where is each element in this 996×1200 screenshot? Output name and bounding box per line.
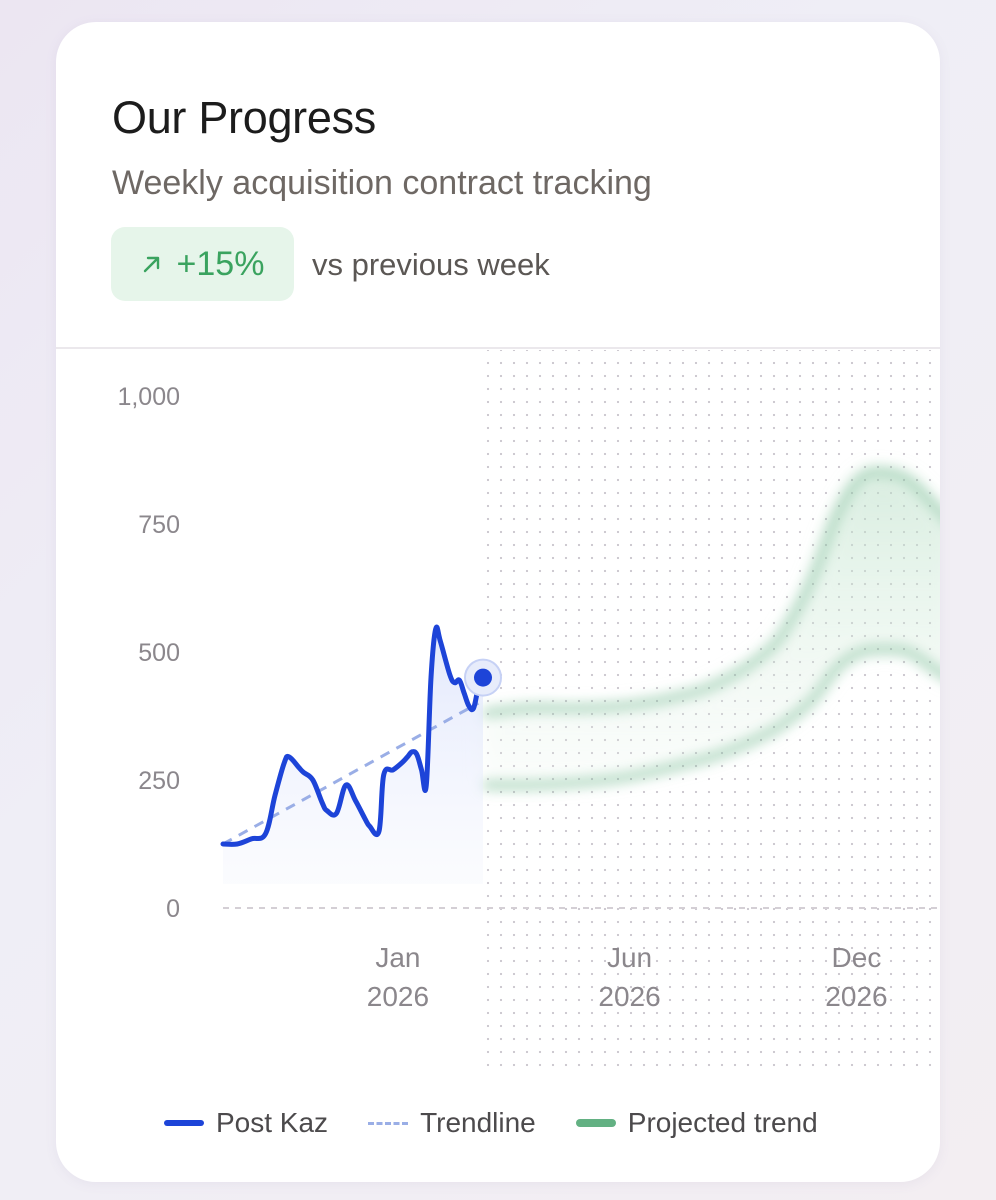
y-tick-label: 250 bbox=[138, 767, 180, 795]
card-title: Our Progress bbox=[112, 92, 376, 143]
arrow-up-right-icon bbox=[141, 253, 163, 275]
legend-item-trendline: Trendline bbox=[368, 1107, 536, 1139]
legend-label-projected-trend: Projected trend bbox=[627, 1107, 818, 1138]
last-point-marker bbox=[474, 668, 492, 687]
line-chart: 0 250 500 750 1,000 Jan 2026 Jun 2026 Dec 2026 bbox=[117, 350, 940, 1067]
y-tick-label: 500 bbox=[138, 639, 180, 667]
x-tick-label: Jun bbox=[607, 942, 652, 973]
y-tick-label: 750 bbox=[138, 511, 180, 539]
trendline bbox=[222, 701, 479, 846]
change-caption: vs previous week bbox=[312, 247, 550, 282]
legend-swatch-post-kaz bbox=[164, 1120, 204, 1126]
change-badge: +15% bbox=[111, 227, 294, 301]
x-tick-year-label: 2026 bbox=[598, 981, 660, 1012]
chart-legend: Post Kaz Trendline Projected trend bbox=[164, 1107, 858, 1139]
x-tick-year-label: 2026 bbox=[367, 981, 429, 1012]
projected-upper-line bbox=[482, 467, 940, 719]
legend-swatch-projected-trend bbox=[575, 1119, 616, 1127]
legend-swatch-trendline bbox=[368, 1121, 409, 1125]
x-tick-label: Dec bbox=[832, 942, 882, 973]
legend-label-post-kaz: Post Kaz bbox=[216, 1107, 329, 1138]
change-value: +15% bbox=[176, 244, 265, 283]
x-tick-label: Jan bbox=[375, 942, 420, 973]
legend-label-trendline: Trendline bbox=[420, 1107, 536, 1138]
projected-lower-line bbox=[482, 644, 940, 791]
progress-card: Our Progress Weekly acquisition contract… bbox=[56, 22, 940, 1182]
y-tick-label: 0 bbox=[166, 895, 180, 923]
legend-item-projected-trend: Projected trend bbox=[575, 1107, 818, 1139]
card-subtitle: Weekly acquisition contract tracking bbox=[112, 164, 652, 202]
x-tick-year-label: 2026 bbox=[825, 981, 887, 1012]
post-kaz-area bbox=[223, 627, 483, 884]
legend-item-post-kaz: Post Kaz bbox=[164, 1107, 328, 1139]
divider bbox=[56, 347, 940, 349]
y-tick-label: 1,000 bbox=[117, 383, 180, 411]
post-kaz-line bbox=[220, 624, 486, 847]
